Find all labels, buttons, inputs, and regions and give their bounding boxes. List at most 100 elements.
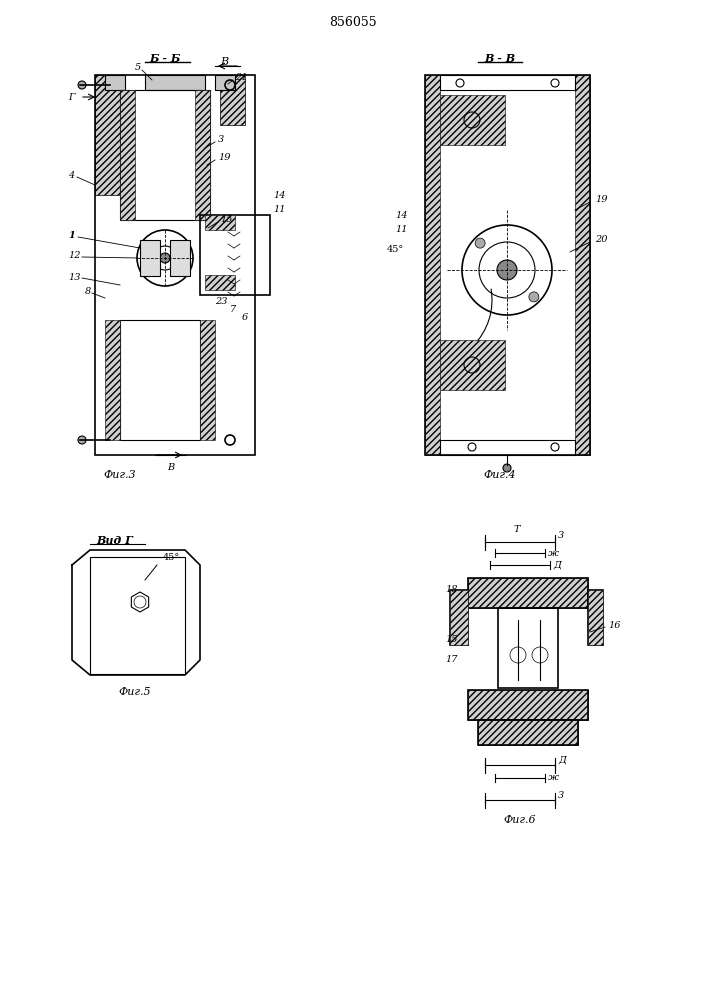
Bar: [468, 578, 588, 608]
Text: Г: Г: [68, 93, 74, 102]
Text: 19: 19: [595, 196, 607, 205]
Text: 5: 5: [135, 64, 141, 73]
Text: 8: 8: [85, 288, 91, 296]
Bar: [450, 590, 468, 645]
Text: Вид Г: Вид Г: [97, 534, 134, 546]
Bar: [575, 75, 590, 455]
Text: 45°: 45°: [387, 245, 404, 254]
Bar: [425, 75, 440, 455]
Bar: [440, 95, 505, 145]
Bar: [90, 557, 185, 674]
Text: 17: 17: [445, 656, 458, 664]
Bar: [440, 95, 505, 145]
Bar: [195, 90, 210, 220]
Text: 23: 23: [215, 298, 228, 306]
Text: 20: 20: [595, 235, 607, 244]
Text: 13: 13: [68, 273, 81, 282]
Text: 7: 7: [230, 306, 236, 314]
Bar: [575, 75, 590, 455]
Bar: [588, 590, 603, 645]
Bar: [205, 275, 235, 290]
Text: Д: Д: [558, 756, 566, 764]
Bar: [205, 215, 235, 230]
Text: 4: 4: [68, 170, 74, 180]
Bar: [440, 440, 575, 455]
Bar: [468, 690, 588, 720]
Bar: [478, 720, 578, 745]
Text: ж: ж: [548, 548, 559, 558]
Text: ж: ж: [548, 774, 559, 782]
Bar: [195, 90, 210, 220]
Text: 21: 21: [235, 74, 247, 83]
Bar: [478, 720, 578, 745]
Bar: [440, 340, 505, 390]
Bar: [105, 75, 125, 90]
Text: Б - Б: Б - Б: [149, 52, 181, 64]
Bar: [425, 75, 590, 455]
Bar: [205, 275, 235, 290]
Text: Д: Д: [553, 560, 561, 570]
Bar: [468, 690, 588, 720]
Bar: [220, 75, 245, 125]
Text: Фиг.5: Фиг.5: [119, 687, 151, 697]
Text: 3: 3: [558, 790, 564, 800]
Bar: [205, 215, 235, 230]
Bar: [200, 320, 215, 440]
Bar: [478, 720, 578, 745]
Text: 14: 14: [273, 190, 286, 200]
Text: 11: 11: [273, 206, 286, 215]
Bar: [425, 75, 440, 455]
Bar: [588, 590, 603, 645]
Circle shape: [497, 260, 517, 280]
Bar: [468, 578, 588, 608]
Text: В - В: В - В: [484, 52, 515, 64]
Text: Т: Т: [514, 526, 520, 534]
Bar: [200, 320, 215, 440]
Bar: [120, 90, 135, 220]
Circle shape: [529, 292, 539, 302]
Bar: [120, 90, 210, 220]
Bar: [450, 590, 468, 645]
Text: 6: 6: [242, 314, 248, 322]
Text: 19: 19: [218, 153, 230, 162]
Text: 12: 12: [68, 250, 81, 259]
Bar: [120, 320, 200, 440]
Text: 18: 18: [445, 585, 458, 594]
Text: В: В: [167, 462, 174, 472]
Text: 3: 3: [558, 530, 564, 540]
Bar: [95, 75, 120, 195]
Text: 14: 14: [395, 211, 407, 220]
Text: 15: 15: [220, 216, 233, 225]
Text: Фиг.3: Фиг.3: [104, 470, 136, 480]
Bar: [440, 75, 575, 90]
Bar: [95, 75, 255, 455]
Bar: [468, 690, 588, 720]
Text: 16: 16: [608, 620, 621, 630]
Bar: [105, 320, 120, 440]
Bar: [105, 320, 120, 440]
Text: 3: 3: [218, 135, 224, 144]
Text: В: В: [220, 57, 228, 67]
Text: 45°: 45°: [163, 554, 180, 562]
Bar: [140, 240, 160, 276]
Bar: [220, 75, 245, 125]
Bar: [450, 590, 468, 645]
Bar: [145, 75, 205, 90]
Circle shape: [503, 464, 511, 472]
Text: 11: 11: [395, 226, 407, 234]
Circle shape: [78, 81, 86, 89]
Bar: [440, 340, 505, 390]
Circle shape: [160, 253, 170, 263]
Text: Фиг.4: Фиг.4: [484, 470, 516, 480]
Text: 856055: 856055: [329, 15, 377, 28]
Bar: [468, 578, 588, 608]
Circle shape: [78, 436, 86, 444]
Bar: [498, 608, 558, 688]
Bar: [200, 215, 270, 295]
Text: Фиг.6: Фиг.6: [503, 815, 537, 825]
Bar: [170, 240, 190, 276]
Bar: [588, 590, 603, 645]
Bar: [120, 90, 135, 220]
Text: 1: 1: [68, 231, 75, 239]
Circle shape: [475, 238, 485, 248]
